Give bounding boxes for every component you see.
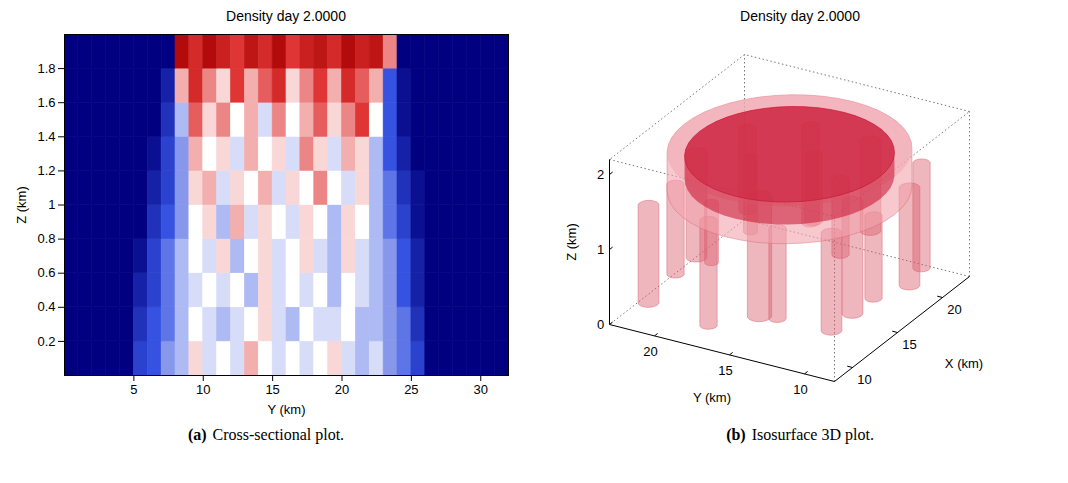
svg-text:Y (km): Y (km): [693, 390, 731, 405]
svg-text:1: 1: [597, 242, 604, 257]
svg-text:30: 30: [474, 382, 488, 397]
svg-text:10: 10: [196, 382, 210, 397]
svg-text:10: 10: [793, 382, 807, 397]
svg-text:X (km): X (km): [945, 356, 983, 371]
svg-text:20: 20: [643, 344, 657, 359]
svg-text:15: 15: [265, 382, 279, 397]
svg-text:0.6: 0.6: [37, 265, 55, 280]
svg-text:20: 20: [335, 382, 349, 397]
svg-text:0.2: 0.2: [37, 334, 55, 349]
svg-text:Z (km): Z (km): [564, 223, 579, 261]
svg-text:1.8: 1.8: [37, 61, 55, 76]
html-text:Density day 2.0000: Density day 2.0000: [740, 8, 860, 24]
svg-text:Y (km): Y (km): [267, 402, 305, 417]
html-text:Density day 2.0000: Density day 2.0000: [226, 8, 346, 24]
svg-text:1.2: 1.2: [37, 163, 55, 178]
svg-text:5: 5: [130, 382, 137, 397]
svg-text:1.6: 1.6: [37, 95, 55, 110]
svg-text:1.4: 1.4: [37, 129, 55, 144]
svg-text:10: 10: [857, 372, 871, 387]
svg-text:0.8: 0.8: [37, 231, 55, 246]
svg-text:0.4: 0.4: [37, 299, 55, 314]
html-text:(b) Isosurface 3D plot.: (b) Isosurface 3D plot.: [726, 426, 874, 443]
svg-text:20: 20: [947, 302, 961, 317]
svg-text:1: 1: [48, 197, 55, 212]
html-text:(a) Cross-sectional plot.: (a) Cross-sectional plot.: [187, 426, 345, 443]
svg-text:2: 2: [597, 167, 604, 182]
svg-text:Z (km): Z (km): [14, 186, 29, 224]
svg-text:25: 25: [404, 382, 418, 397]
svg-text:0: 0: [597, 317, 604, 332]
svg-text:15: 15: [718, 363, 732, 378]
svg-text:15: 15: [902, 337, 916, 352]
